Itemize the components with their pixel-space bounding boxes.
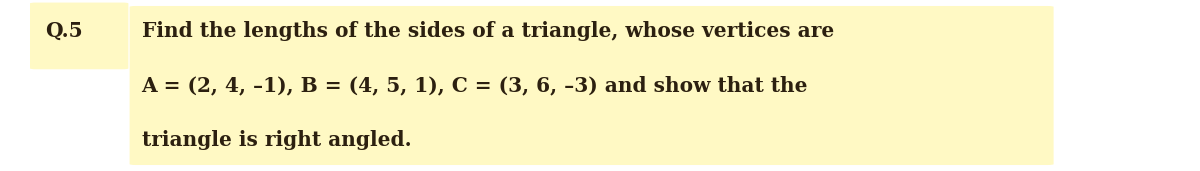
- FancyBboxPatch shape: [30, 3, 128, 69]
- Text: Q.5: Q.5: [46, 21, 83, 41]
- Text: Find the lengths of the sides of a triangle, whose vertices are: Find the lengths of the sides of a trian…: [142, 21, 834, 41]
- Text: triangle is right angled.: triangle is right angled.: [142, 130, 412, 150]
- Text: A = (2, 4, –1), B = (4, 5, 1), C = (3, 6, –3) and show that the: A = (2, 4, –1), B = (4, 5, 1), C = (3, 6…: [142, 76, 808, 95]
- FancyBboxPatch shape: [130, 6, 1054, 165]
